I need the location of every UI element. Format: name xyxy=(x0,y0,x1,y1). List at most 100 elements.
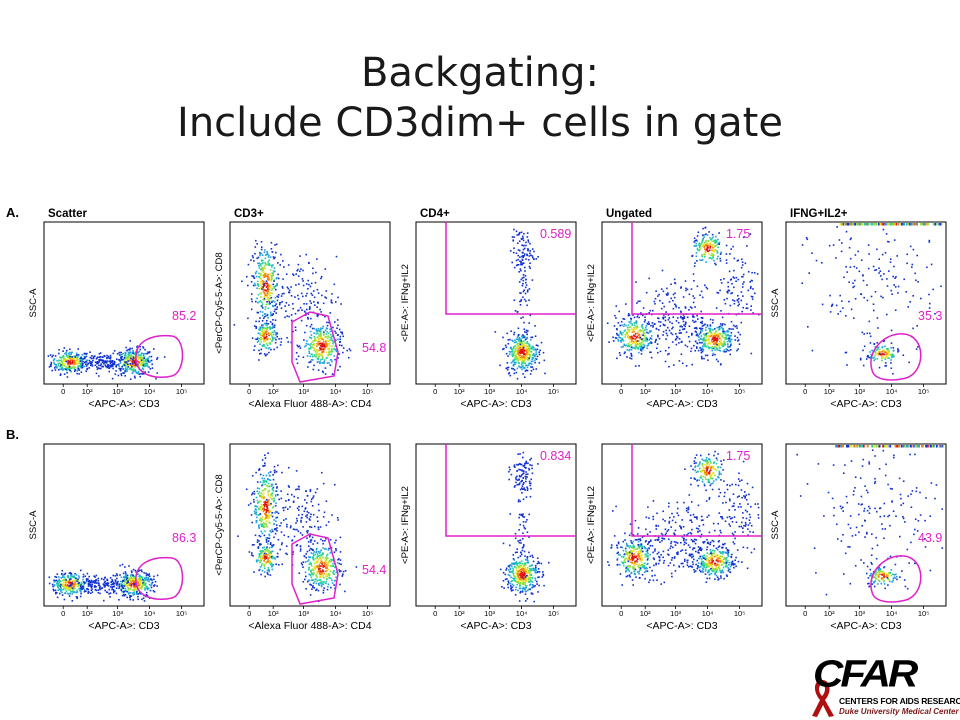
x-tick-label: 10⁵ xyxy=(918,609,929,618)
flow-plot: CD4+ 0.589 0 10² 10³ 10⁴ 10⁵ <APC-A>: CD3 <PE-A>… xyxy=(400,208,577,410)
x-tick-label: 10³ xyxy=(484,609,495,618)
event-dots xyxy=(801,223,943,375)
gate-outline xyxy=(631,222,762,315)
x-tick-label: 0 xyxy=(247,609,251,618)
flow-plot: 54.4 0 10² 10³ 10⁴ 10⁵ <Alexa Fluor 488-A>: CD… xyxy=(214,443,391,632)
x-tick-label: 10⁵ xyxy=(548,387,559,396)
x-tick-label: 0 xyxy=(247,387,251,396)
x-tick-label: 10⁴ xyxy=(702,609,714,618)
x-tick-label: 10² xyxy=(268,387,279,396)
x-tick-label: 10⁴ xyxy=(516,387,528,396)
plot-frame xyxy=(43,221,205,385)
x-tick-label: 10² xyxy=(640,387,651,396)
gate-outline xyxy=(445,222,576,315)
y-axis-label: <PerCP-Cy5-5-A>: CD8 xyxy=(214,252,225,353)
x-tick-label: 10² xyxy=(640,609,651,618)
x-axis-label: <APC-A>: CD3 xyxy=(646,398,717,410)
x-tick-label: 0 xyxy=(803,609,807,618)
logo-wordmark: CFAR xyxy=(813,652,918,695)
x-tick-label: 10² xyxy=(82,609,93,618)
x-tick-label: 10³ xyxy=(112,387,123,396)
gate-outline xyxy=(445,444,576,537)
x-tick-label: 10⁴ xyxy=(886,609,898,618)
x-tick-label: 10³ xyxy=(670,609,681,618)
plot-frame xyxy=(415,221,577,385)
gate-outline xyxy=(631,444,762,537)
logo-affiliation: Duke University Medical Center xyxy=(839,707,959,716)
flow-plot: 86.3 0 10² 10³ 10⁴ 10⁵ <APC-A>: CD3 SSC-A xyxy=(28,443,205,632)
gate-value: 54.4 xyxy=(362,563,386,577)
plot-frame xyxy=(601,221,763,385)
x-tick-label: 10² xyxy=(824,609,835,618)
plot-frame xyxy=(601,443,763,607)
title-line-2: Include CD3dim+ cells in gate xyxy=(177,100,783,146)
y-axis-label: SSC-A xyxy=(770,288,781,318)
x-tick-label: 10⁵ xyxy=(548,609,559,618)
gate-value: 1.75 xyxy=(726,227,750,241)
x-tick-label: 10³ xyxy=(854,387,865,396)
x-axis-label: <APC-A>: CD3 xyxy=(646,620,717,632)
event-dots xyxy=(233,239,352,375)
x-tick-label: 10³ xyxy=(670,387,681,396)
x-tick-label: 10² xyxy=(454,609,465,618)
awareness-ribbon-icon xyxy=(812,680,834,717)
plot-title: CD4+ xyxy=(420,208,450,220)
plot-title: CD3+ xyxy=(234,208,264,220)
x-tick-label: 10⁵ xyxy=(176,387,187,396)
x-tick-label: 10⁵ xyxy=(362,387,373,396)
x-tick-label: 10³ xyxy=(298,609,309,618)
x-axis-label: <APC-A>: CD3 xyxy=(88,620,159,632)
x-tick-label: 0 xyxy=(619,387,623,396)
x-tick-label: 10³ xyxy=(112,609,123,618)
flow-plot: 1.75 0 10² 10³ 10⁴ 10⁵ <APC-A>: CD3 <PE-A>: IFN… xyxy=(586,443,763,632)
x-tick-label: 0 xyxy=(61,609,65,618)
y-axis-label: SSC-A xyxy=(28,288,39,318)
x-tick-label: 10⁴ xyxy=(330,387,342,396)
x-tick-label: 10² xyxy=(82,387,93,396)
plot-frame xyxy=(229,443,391,607)
y-axis-label: SSC-A xyxy=(770,510,781,540)
gate-value: 0.589 xyxy=(540,227,571,241)
flow-plot: CD3+ 54.8 0 10² 10³ 10⁴ 10⁵ <Alexa Fluor 488-A>… xyxy=(214,208,391,410)
event-dots xyxy=(47,340,166,380)
gate-value: 35.3 xyxy=(918,309,942,323)
x-tick-label: 10⁴ xyxy=(702,387,714,396)
x-tick-label: 0 xyxy=(61,387,65,396)
flow-plot: IFNG+IL2+ 35.3 0 10² 10³ 10⁴ 10⁵ <APC-A>: CD3 SS… xyxy=(770,208,947,410)
x-tick-label: 10⁵ xyxy=(734,609,745,618)
x-tick-label: 10² xyxy=(268,609,279,618)
x-tick-label: 10⁴ xyxy=(330,609,342,618)
x-tick-label: 10⁵ xyxy=(734,387,745,396)
x-tick-label: 10² xyxy=(824,387,835,396)
plot-title: Scatter xyxy=(48,208,88,220)
x-axis-label: <APC-A>: CD3 xyxy=(460,620,531,632)
gate-outline xyxy=(291,311,339,383)
plot-frame xyxy=(229,221,391,385)
gate-outline xyxy=(135,556,184,600)
y-axis-label: SSC-A xyxy=(28,510,39,540)
x-tick-label: 0 xyxy=(433,387,437,396)
x-tick-label: 10⁴ xyxy=(144,609,156,618)
y-axis-label: <PE-A>: IFNg+IL2 xyxy=(400,486,411,564)
flow-plot: 0.834 0 10² 10³ 10⁴ 10⁵ <APC-A>: CD3 <PE-A>: IF… xyxy=(400,443,577,632)
gate-outline xyxy=(291,533,339,605)
gate-value: 85.2 xyxy=(172,309,196,323)
y-axis-label: <PE-A>: IFNg+IL2 xyxy=(400,264,411,342)
y-axis-label: <PE-A>: IFNg+IL2 xyxy=(586,486,597,564)
event-dots xyxy=(48,563,159,602)
event-dots xyxy=(494,228,546,380)
x-axis-label: <APC-A>: CD3 xyxy=(830,398,901,410)
event-dots xyxy=(796,445,945,596)
row-label: B. xyxy=(6,427,19,442)
plot-title: Ungated xyxy=(606,208,652,220)
plot-frame xyxy=(415,443,577,607)
x-tick-label: 10³ xyxy=(854,609,865,618)
x-tick-label: 10⁴ xyxy=(516,609,528,618)
event-dots xyxy=(607,450,760,586)
x-tick-label: 10⁵ xyxy=(362,609,373,618)
x-tick-label: 10⁵ xyxy=(176,609,187,618)
x-tick-label: 10³ xyxy=(484,387,495,396)
x-axis-label: <Alexa Fluor 488-A>: CD4 xyxy=(248,620,371,632)
plot-frame xyxy=(785,221,947,385)
